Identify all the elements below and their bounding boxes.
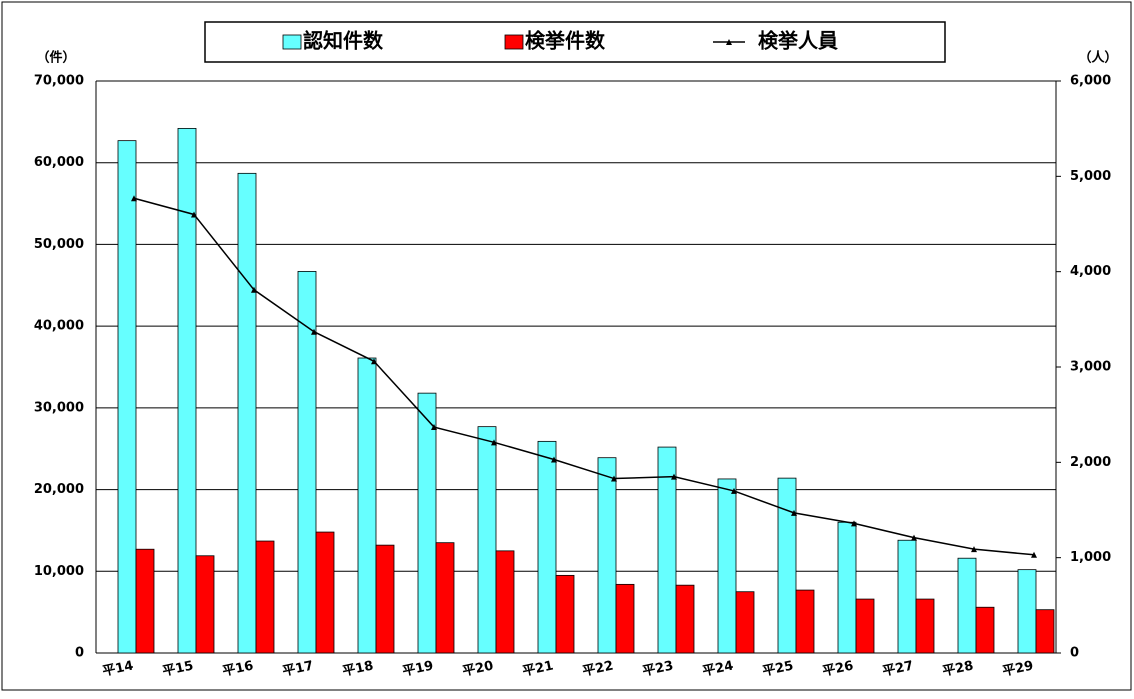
marker xyxy=(791,509,797,516)
y2-tick-label: 4,000 xyxy=(1070,264,1111,279)
bar xyxy=(357,357,377,654)
marker xyxy=(611,475,617,482)
bar xyxy=(657,446,677,654)
y-tick-label: 50,000 xyxy=(34,237,84,252)
bar xyxy=(1035,609,1055,654)
bar xyxy=(537,440,557,654)
bar xyxy=(837,521,857,654)
bar xyxy=(177,127,197,654)
bar xyxy=(135,548,155,654)
legend-swatch xyxy=(282,34,302,50)
legend-box xyxy=(204,21,946,63)
marker xyxy=(131,195,137,202)
y2-tick-label: 1,000 xyxy=(1070,550,1111,565)
legend-swatch xyxy=(504,34,524,50)
marker xyxy=(911,534,917,541)
y-unit-label: （件） xyxy=(36,50,75,66)
bar xyxy=(435,542,455,654)
bar xyxy=(417,392,437,654)
bar xyxy=(855,598,875,654)
bar xyxy=(237,172,257,654)
x-tick-label: 平23 xyxy=(641,658,675,679)
bar xyxy=(255,540,275,654)
bar xyxy=(795,589,815,654)
bar xyxy=(1017,569,1037,654)
y2-tick-label: 6,000 xyxy=(1070,74,1111,89)
bar xyxy=(375,544,395,654)
legend-label: 検挙人員 xyxy=(758,29,838,53)
y-tick-label: 70,000 xyxy=(34,74,84,89)
marker xyxy=(371,358,377,365)
x-tick-label: 平25 xyxy=(761,658,795,679)
marker xyxy=(671,473,677,480)
marker xyxy=(971,546,977,553)
bar xyxy=(975,606,995,654)
legend-marker xyxy=(726,39,732,45)
x-tick-label: 平22 xyxy=(581,658,615,679)
bar xyxy=(615,583,635,654)
bar xyxy=(897,539,917,654)
bar xyxy=(117,140,137,654)
x-tick-label: 平24 xyxy=(701,658,735,679)
bar xyxy=(555,574,575,654)
x-tick-label: 平29 xyxy=(1001,658,1035,679)
x-tick-label: 平14 xyxy=(101,658,135,679)
marker xyxy=(491,439,497,446)
bar xyxy=(915,598,935,654)
bar xyxy=(315,531,335,654)
bar xyxy=(477,426,497,654)
bar xyxy=(735,591,755,654)
bar xyxy=(195,555,215,654)
marker xyxy=(1031,551,1037,558)
bar xyxy=(717,478,737,654)
marker xyxy=(731,487,737,494)
y-tick-label: 60,000 xyxy=(34,155,84,170)
marker xyxy=(551,456,557,463)
x-tick-label: 平16 xyxy=(221,658,255,679)
bar xyxy=(957,557,977,654)
x-tick-label: 平21 xyxy=(521,658,555,679)
bar xyxy=(495,550,515,654)
bar xyxy=(297,270,317,654)
y-tick-label: 30,000 xyxy=(34,400,84,415)
marker xyxy=(191,211,197,218)
marker xyxy=(851,520,857,527)
marker xyxy=(311,328,317,335)
y-tick-label: 40,000 xyxy=(34,319,84,334)
bar xyxy=(777,477,797,654)
marker xyxy=(251,286,257,293)
y-tick-label: 0 xyxy=(75,646,84,661)
y2-unit-label: （人） xyxy=(1078,50,1117,66)
x-tick-label: 平20 xyxy=(461,658,495,679)
x-tick-label: 平26 xyxy=(821,658,855,679)
x-tick-label: 平15 xyxy=(161,658,195,679)
legend-label: 検挙件数 xyxy=(525,29,606,53)
marker xyxy=(431,424,437,431)
bar xyxy=(597,457,617,654)
line xyxy=(133,197,1035,556)
x-tick-label: 平18 xyxy=(341,658,375,679)
y2-tick-label: 0 xyxy=(1070,646,1079,661)
y2-tick-label: 2,000 xyxy=(1070,455,1111,470)
x-tick-label: 平19 xyxy=(401,658,435,679)
y2-tick-label: 3,000 xyxy=(1070,360,1111,375)
y-tick-label: 20,000 xyxy=(34,482,84,497)
bar xyxy=(675,584,695,654)
x-tick-label: 平17 xyxy=(281,658,315,679)
y2-tick-label: 5,000 xyxy=(1070,169,1111,184)
legend-label: 認知件数 xyxy=(303,29,384,53)
x-tick-label: 平28 xyxy=(941,658,975,679)
x-tick-label: 平27 xyxy=(881,658,915,679)
y-tick-label: 10,000 xyxy=(34,564,84,579)
